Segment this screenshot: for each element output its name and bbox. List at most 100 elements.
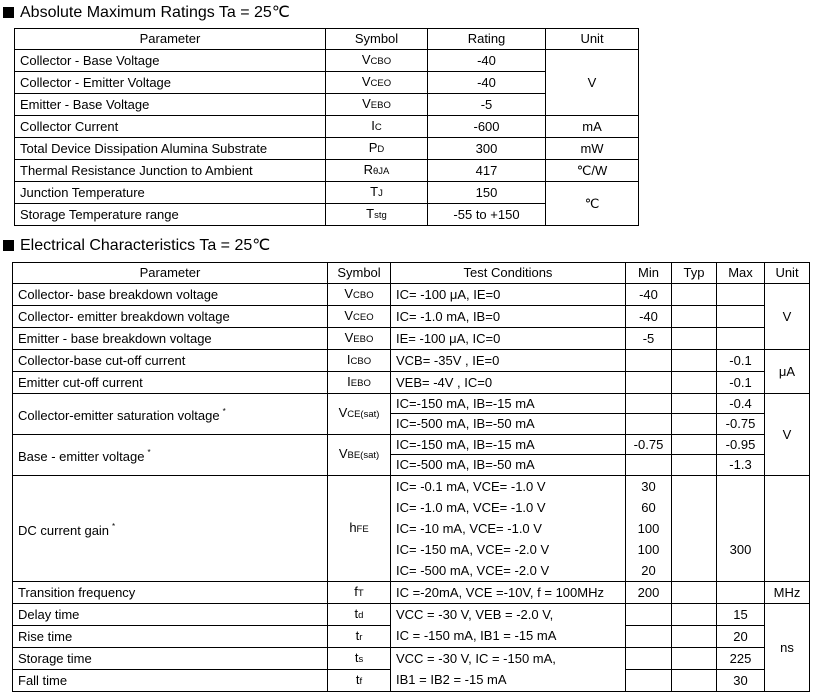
parameter-label: Transition frequency bbox=[18, 584, 136, 600]
ratings-title: Absolute Maximum Ratings Ta = 25℃ bbox=[20, 4, 290, 21]
rating-cell: -55 to +150 bbox=[427, 202, 546, 226]
parameter-cell: Collector - Emitter Voltage bbox=[14, 70, 326, 94]
table-row: Total Device Dissipation Alumina Substra… bbox=[14, 136, 639, 160]
min-value: 200 bbox=[637, 584, 660, 600]
symbol-cell: VCE(sat) bbox=[327, 392, 391, 435]
symbol-subscript: D bbox=[377, 143, 385, 155]
parameter-cell: Storage Temperature range bbox=[14, 202, 326, 226]
typ-cell bbox=[671, 580, 717, 604]
parameter-cell: Fall time bbox=[12, 668, 328, 692]
symbol-cell: VCBO bbox=[325, 48, 428, 72]
symbol-main: I bbox=[371, 117, 375, 133]
symbol-subscript: θJA bbox=[373, 165, 390, 177]
header-unit: Unit bbox=[764, 262, 810, 284]
symbol-main: t bbox=[354, 605, 359, 621]
rating-cell: 300 bbox=[427, 136, 546, 160]
table-row: Base - emitter voltage * VBE(sat) IC=-150 m… bbox=[12, 433, 810, 476]
max-value: 225 bbox=[729, 650, 752, 666]
max-cell: -0.4 bbox=[716, 392, 765, 414]
symbol-main: P bbox=[368, 139, 378, 155]
min-cell bbox=[625, 624, 672, 648]
parameter-cell: Collector-emitter saturation voltage * bbox=[12, 392, 328, 435]
max-cell bbox=[716, 326, 765, 350]
min-cell: -5 bbox=[625, 326, 672, 350]
table-row: Emitter cut-off current IEBO VEB= -4V , IC… bbox=[12, 370, 810, 394]
table-row: Transition frequency fT IC =-20mA, VCE =-1… bbox=[12, 580, 810, 604]
typ-value bbox=[677, 560, 711, 581]
table-row: Collector - Emitter Voltage VCEO -40 bbox=[14, 70, 639, 94]
typ-cell bbox=[671, 304, 717, 328]
typ-cell bbox=[671, 474, 717, 582]
parameter-cell: Collector - Base Voltage bbox=[14, 48, 326, 72]
rating-cell: -600 bbox=[427, 114, 546, 138]
max-value: -0.1 bbox=[729, 352, 752, 368]
parameter-cell: Transition frequency bbox=[12, 580, 328, 604]
max-value bbox=[722, 476, 759, 497]
electrical-characteristics-table: Parameter Symbol Test Conditions Min Typ… bbox=[12, 262, 810, 692]
typ-cell bbox=[671, 624, 717, 648]
symbol-subscript: CEO bbox=[353, 311, 374, 323]
parameter-label: Fall time bbox=[18, 672, 68, 688]
parameter-cell: Thermal Resistance Junction to Ambient bbox=[14, 158, 326, 182]
symbol-cell: TJ bbox=[325, 180, 428, 204]
rating-cell: 150 bbox=[427, 180, 546, 204]
symbol-cell: hFE bbox=[327, 474, 391, 582]
table-row: Delay time td VCC = -30 V, VEB = -2.0 V, IC… bbox=[12, 602, 810, 692]
parameter-cell: DC current gain * bbox=[12, 474, 328, 582]
max-cell bbox=[716, 304, 765, 328]
condition-line: IC= -1.0 mA, IB=0 bbox=[396, 308, 501, 324]
min-cell: 200 bbox=[625, 580, 672, 604]
typ-cell bbox=[671, 413, 717, 435]
test-conditions-cell: IC= -1.0 mA, IB=0 bbox=[390, 304, 626, 328]
typ-cell bbox=[671, 602, 717, 626]
min-value: -0.75 bbox=[633, 436, 664, 452]
table-row: DC current gain * hFE IC= -0.1 mA, VCE= -1.… bbox=[12, 474, 810, 582]
condition-line: VEB= -4V , IC=0 bbox=[396, 374, 493, 390]
max-cell: 30 bbox=[716, 668, 765, 692]
table-row: Collector - Base Voltage VCBO -40 V bbox=[14, 48, 639, 116]
parameter-label: Collector-emitter saturation voltage bbox=[18, 408, 220, 423]
footnote-marker: * bbox=[112, 521, 116, 531]
header-parameter: Parameter bbox=[12, 262, 328, 284]
table-row: Junction Temperature TJ 150 ℃ bbox=[14, 180, 639, 226]
typ-value bbox=[677, 539, 711, 560]
unit-cell: MHz bbox=[764, 580, 810, 604]
symbol-subscript: d bbox=[358, 609, 364, 621]
table-row: Collector-base cut-off current ICBO VCB= -… bbox=[12, 348, 810, 394]
symbol-main: t bbox=[354, 649, 359, 665]
symbol-subscript: CE(sat) bbox=[347, 409, 380, 420]
symbol-main: I bbox=[346, 351, 351, 367]
symbol-main: R bbox=[363, 161, 373, 177]
symbol-cell: RθJA bbox=[325, 158, 428, 182]
parameter-label: Collector-base cut-off current bbox=[18, 352, 186, 368]
unit-cell bbox=[764, 474, 810, 582]
typ-value bbox=[677, 476, 711, 497]
test-conditions-cell: VCC = -30 V, VEB = -2.0 V, IC = -150 mA, … bbox=[390, 602, 626, 648]
min-cell bbox=[625, 454, 672, 476]
parameter-cell: Emitter - base breakdown voltage bbox=[12, 326, 328, 350]
max-cell: -0.75 bbox=[716, 413, 765, 435]
max-value: 30 bbox=[733, 672, 748, 688]
test-conditions-cell: IC=-500 mA, IB=-50 mA bbox=[390, 413, 626, 435]
parameter-cell: Collector-base cut-off current bbox=[12, 348, 328, 372]
symbol-subscript: CBO bbox=[350, 355, 372, 367]
table-row: Rise time tr 20 bbox=[12, 624, 810, 648]
typ-cell bbox=[671, 348, 717, 372]
min-cell bbox=[625, 392, 672, 414]
max-cell: 225 bbox=[716, 646, 765, 670]
symbol-subscript: f bbox=[359, 675, 363, 687]
typ-cell bbox=[671, 326, 717, 350]
test-conditions-cell: IE= -100 μA, IC=0 bbox=[390, 326, 626, 350]
min-cell bbox=[625, 348, 672, 372]
condition-line: IC=-500 mA, IB=-50 mA bbox=[396, 416, 535, 432]
parameter-label: Rise time bbox=[18, 628, 73, 644]
symbol-subscript: C bbox=[374, 121, 382, 133]
parameter-cell: Storage time bbox=[12, 646, 328, 670]
symbol-main: V bbox=[338, 405, 348, 420]
symbol-subscript: T bbox=[357, 587, 364, 599]
condition-line: IC=-150 mA, IB=-15 mA bbox=[396, 395, 535, 411]
symbol-main: V bbox=[361, 73, 371, 89]
max-cell: 15 bbox=[716, 602, 765, 626]
table-row: Collector Current IC -600 mA bbox=[14, 114, 639, 138]
condition-line: IC= -1.0 mA, VCE= -1.0 V bbox=[396, 499, 546, 515]
